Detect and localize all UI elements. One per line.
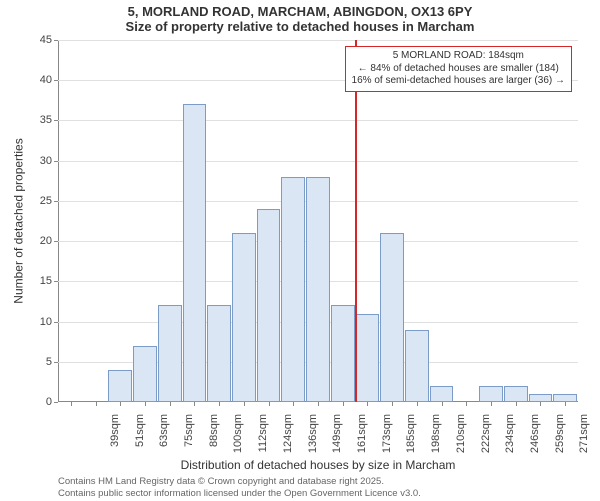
xtick-label: 234sqm [504,414,516,464]
xtick-label: 124sqm [282,414,294,464]
gridline [58,40,578,41]
histogram-bar [183,104,207,402]
ytick-label: 45 [40,34,58,46]
histogram-bar [479,386,503,402]
histogram-bar [306,177,330,402]
ytick-label: 10 [40,316,58,328]
xtick-label: 259sqm [554,414,566,464]
histogram-bar [207,305,231,402]
histogram-bar [430,386,454,402]
xtick-label: 222sqm [480,414,492,464]
histogram-bar [405,330,429,402]
xtick-label: 161sqm [356,414,368,464]
xtick-mark [269,402,270,406]
xtick-mark [293,402,294,406]
xtick-label: 198sqm [430,414,442,464]
callout-box: 5 MORLAND ROAD: 184sqm← 84% of detached … [345,46,572,92]
plot-area: 05101520253035404539sqm51sqm63sqm75sqm88… [58,40,578,402]
histogram-bar [281,177,305,402]
ytick-label: 15 [40,275,58,287]
histogram-bar [356,314,380,402]
xtick-mark [466,402,467,406]
histogram-bar [331,305,355,402]
xtick-label: 149sqm [331,414,343,464]
xtick-label: 271sqm [578,414,590,464]
xtick-label: 112sqm [257,414,269,464]
ytick-label: 40 [40,74,58,86]
histogram-bar [108,370,132,402]
gridline [58,161,578,162]
histogram-bar [257,209,281,402]
xtick-mark [392,402,393,406]
attribution-line: Contains HM Land Registry data © Crown c… [58,476,421,488]
ytick-label: 35 [40,114,58,126]
x-axis-label: Distribution of detached houses by size … [58,458,578,472]
xtick-mark [145,402,146,406]
attribution: Contains HM Land Registry data © Crown c… [58,476,421,501]
xtick-mark [417,402,418,406]
histogram-bar [504,386,528,402]
xtick-label: 88sqm [208,414,220,464]
histogram-bar [158,305,182,402]
chart-title-line2: Size of property relative to detached ho… [0,19,600,34]
xtick-label: 100sqm [232,414,244,464]
callout-line: 5 MORLAND ROAD: 184sqm [352,50,565,63]
histogram-bar [133,346,157,402]
y-axis-line [58,40,59,402]
ytick-label: 25 [40,195,58,207]
attribution-line: Contains public sector information licen… [58,488,421,500]
xtick-mark [367,402,368,406]
histogram-bar [232,233,256,402]
ytick-label: 0 [46,396,58,408]
xtick-mark [442,402,443,406]
gridline [58,120,578,121]
xtick-mark [540,402,541,406]
histogram-bar [529,394,553,402]
xtick-mark [343,402,344,406]
xtick-mark [318,402,319,406]
xtick-mark [516,402,517,406]
xtick-mark [565,402,566,406]
ytick-label: 20 [40,235,58,247]
xtick-mark [491,402,492,406]
xtick-label: 185sqm [405,414,417,464]
y-axis-label: Number of detached properties [12,138,26,303]
ytick-label: 30 [40,155,58,167]
chart-container: 5, MORLAND ROAD, MARCHAM, ABINGDON, OX13… [0,0,600,500]
xtick-label: 173sqm [381,414,393,464]
ytick-label: 5 [46,356,58,368]
xtick-mark [96,402,97,406]
histogram-bar [553,394,577,402]
histogram-bar [380,233,404,402]
xtick-label: 246sqm [529,414,541,464]
xtick-label: 51sqm [134,414,146,464]
xtick-mark [219,402,220,406]
chart-title-line1: 5, MORLAND ROAD, MARCHAM, ABINGDON, OX13… [0,0,600,19]
xtick-mark [71,402,72,406]
xtick-label: 136sqm [307,414,319,464]
xtick-mark [120,402,121,406]
xtick-label: 210sqm [455,414,467,464]
xtick-label: 75sqm [183,414,195,464]
xtick-mark [244,402,245,406]
callout-line: ← 84% of detached houses are smaller (18… [352,63,565,76]
xtick-mark [170,402,171,406]
xtick-label: 63sqm [158,414,170,464]
marker-line [355,40,357,402]
callout-line: 16% of semi-detached houses are larger (… [352,75,565,88]
xtick-mark [194,402,195,406]
xtick-label: 39sqm [109,414,121,464]
